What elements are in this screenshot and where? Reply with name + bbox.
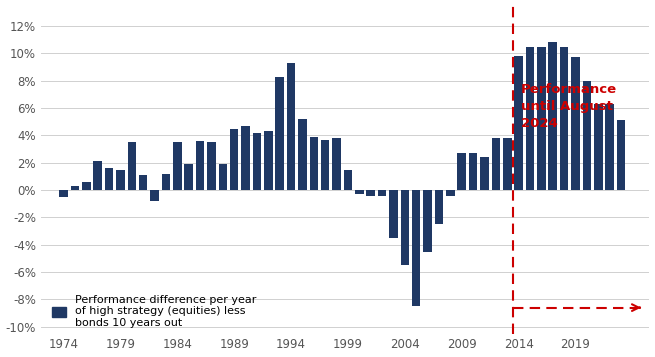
- Bar: [71, 186, 79, 190]
- Bar: [526, 46, 534, 190]
- Bar: [571, 57, 580, 190]
- Bar: [94, 161, 102, 190]
- Bar: [503, 138, 512, 190]
- Bar: [253, 133, 261, 190]
- Bar: [230, 129, 238, 190]
- Bar: [321, 140, 329, 190]
- Bar: [389, 190, 398, 238]
- Bar: [276, 77, 284, 190]
- Bar: [446, 190, 455, 196]
- Bar: [173, 142, 181, 190]
- Bar: [412, 190, 421, 306]
- Bar: [185, 164, 193, 190]
- Bar: [196, 141, 204, 190]
- Bar: [548, 42, 557, 190]
- Bar: [401, 190, 409, 265]
- Bar: [150, 190, 159, 201]
- Bar: [582, 81, 591, 190]
- Bar: [310, 137, 318, 190]
- Bar: [560, 46, 569, 190]
- Legend: Performance difference per year
of high strategy (equities) less
bonds 10 years : Performance difference per year of high …: [52, 295, 256, 328]
- Bar: [492, 138, 500, 190]
- Bar: [617, 120, 626, 190]
- Bar: [105, 168, 113, 190]
- Bar: [332, 138, 341, 190]
- Bar: [355, 190, 364, 194]
- Bar: [60, 190, 68, 197]
- Bar: [435, 190, 443, 224]
- Bar: [82, 182, 90, 190]
- Bar: [298, 119, 307, 190]
- Bar: [514, 56, 523, 190]
- Text: Performance
until August
2024: Performance until August 2024: [521, 84, 617, 130]
- Bar: [537, 46, 546, 190]
- Bar: [469, 153, 477, 190]
- Bar: [594, 104, 603, 190]
- Bar: [378, 190, 386, 196]
- Bar: [366, 190, 375, 196]
- Bar: [480, 157, 489, 190]
- Bar: [128, 142, 136, 190]
- Bar: [139, 175, 147, 190]
- Bar: [344, 170, 352, 190]
- Bar: [219, 164, 227, 190]
- Bar: [287, 63, 295, 190]
- Bar: [264, 131, 272, 190]
- Bar: [457, 153, 466, 190]
- Bar: [207, 142, 215, 190]
- Bar: [423, 190, 432, 252]
- Bar: [605, 104, 614, 190]
- Bar: [116, 170, 124, 190]
- Bar: [162, 174, 170, 190]
- Bar: [241, 126, 250, 190]
